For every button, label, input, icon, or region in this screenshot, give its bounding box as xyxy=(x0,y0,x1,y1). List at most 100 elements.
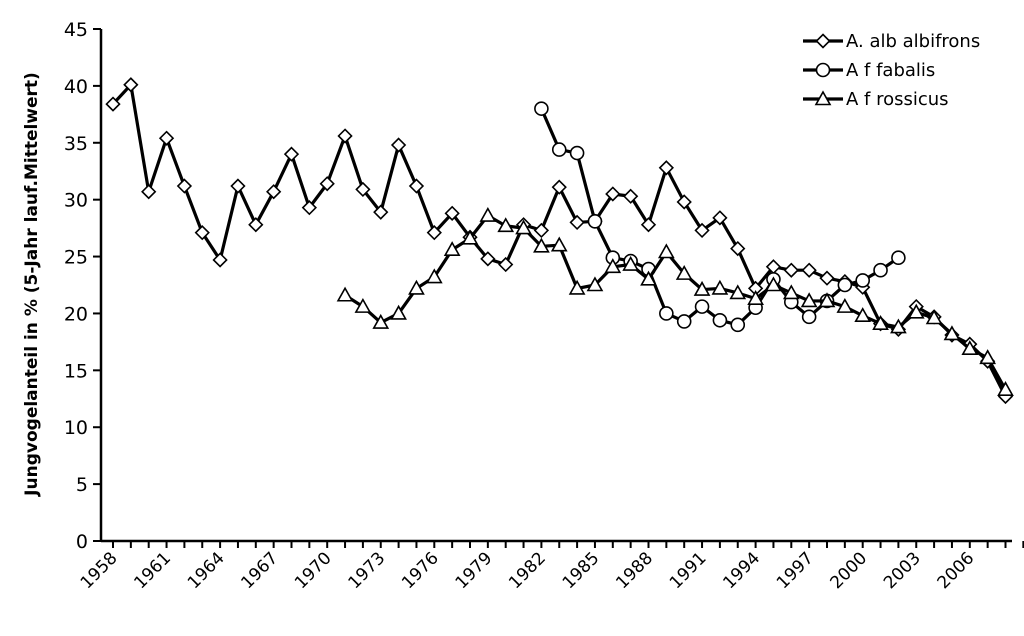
data-point xyxy=(891,250,906,265)
data-point xyxy=(800,292,818,308)
legend-label: A. alb albifrons xyxy=(846,31,980,52)
legend-marker xyxy=(815,62,831,78)
data-point xyxy=(479,206,497,222)
data-point xyxy=(587,213,603,229)
data-point xyxy=(818,292,836,308)
data-point xyxy=(480,251,496,267)
data-point xyxy=(854,307,872,323)
data-point xyxy=(712,210,728,226)
data-point xyxy=(747,290,764,305)
data-point xyxy=(730,317,746,333)
data-point xyxy=(907,303,925,319)
legend-marker xyxy=(815,33,831,49)
data-point xyxy=(408,279,425,295)
data-point xyxy=(836,297,854,313)
x-tick-label: 1964 xyxy=(184,548,229,593)
y-tick-label: 40 xyxy=(64,76,88,98)
data-point xyxy=(604,258,622,274)
legend-label: A f fabalis xyxy=(846,60,935,81)
legend-label: A f rossicus xyxy=(846,89,949,110)
x-tick-label: 2000 xyxy=(827,548,872,593)
y-tick-label: 20 xyxy=(64,303,88,325)
data-point xyxy=(675,264,693,280)
legend-entry-2: A f fabalis xyxy=(803,60,935,81)
x-tick-label: 1976 xyxy=(398,548,443,593)
data-point xyxy=(266,184,282,200)
data-point xyxy=(194,225,210,241)
legend-entry-3: A f rossicus xyxy=(803,89,949,110)
data-point xyxy=(390,137,407,153)
x-tick-label: 1985 xyxy=(559,548,604,593)
y-axis-label: Jungvogelanteil in % (5-Jahr lauf.Mittel… xyxy=(22,72,42,497)
data-point xyxy=(248,217,264,233)
data-point xyxy=(568,279,586,295)
x-tick-label: 1982 xyxy=(505,548,550,593)
data-point xyxy=(319,176,335,192)
data-point xyxy=(801,309,817,325)
x-tick-label: 1988 xyxy=(612,548,657,593)
data-point xyxy=(301,199,317,216)
data-point xyxy=(730,240,746,257)
x-tick-label: 1973 xyxy=(345,548,390,593)
data-point xyxy=(711,279,729,295)
data-point xyxy=(105,96,121,112)
data-point xyxy=(890,318,907,334)
data-point xyxy=(979,349,997,365)
data-point xyxy=(283,146,300,162)
y-tick-label: 35 xyxy=(64,133,88,155)
x-tick-label: 1961 xyxy=(130,548,175,593)
x-tick-label: 2006 xyxy=(934,548,979,593)
data-point xyxy=(337,128,353,144)
data-point xyxy=(676,314,692,329)
data-point xyxy=(534,101,549,116)
data-point xyxy=(230,178,246,194)
y-tick-label: 25 xyxy=(64,247,88,269)
x-tick-label: 1997 xyxy=(773,548,818,593)
data-point xyxy=(141,184,157,200)
y-tick-label: 0 xyxy=(76,531,88,553)
data-point xyxy=(443,241,461,257)
data-point xyxy=(408,178,425,194)
data-point xyxy=(872,315,889,330)
data-point xyxy=(372,313,390,329)
series-3 xyxy=(336,206,1014,396)
data-point xyxy=(819,270,835,286)
y-tick-label: 45 xyxy=(64,19,88,41)
data-point xyxy=(426,225,442,241)
data-point xyxy=(533,237,550,253)
y-tick-label: 30 xyxy=(64,190,88,212)
x-tick-label: 1979 xyxy=(452,548,497,593)
y-tick-label: 5 xyxy=(76,474,88,496)
data-point xyxy=(586,276,604,292)
data-point xyxy=(712,312,728,328)
legend: A. alb albifrons A f fabalis A f rossicus xyxy=(803,31,980,110)
data-point xyxy=(782,284,800,300)
data-point xyxy=(961,340,979,356)
data-point xyxy=(605,186,621,202)
data-point xyxy=(659,306,674,321)
data-point xyxy=(461,229,479,245)
data-point xyxy=(390,304,407,320)
data-point xyxy=(336,286,354,302)
data-point xyxy=(801,262,817,278)
data-point xyxy=(212,252,228,268)
data-point xyxy=(551,179,567,195)
data-point xyxy=(569,214,585,231)
x-tick-label: 1991 xyxy=(666,548,711,593)
series-line xyxy=(344,213,1007,391)
data-point xyxy=(158,130,175,146)
y-tick-label: 10 xyxy=(64,417,88,439)
data-point xyxy=(569,145,585,161)
data-point xyxy=(444,205,460,221)
data-point xyxy=(123,77,139,93)
x-tick-label: 1967 xyxy=(237,548,282,593)
data-point xyxy=(693,280,711,296)
data-point xyxy=(640,217,657,233)
data-point xyxy=(694,299,710,314)
x-tick-label: 1970 xyxy=(291,548,336,593)
legend-marker xyxy=(814,90,832,106)
data-point xyxy=(925,309,943,325)
data-point xyxy=(873,262,888,278)
data-point xyxy=(622,255,640,271)
